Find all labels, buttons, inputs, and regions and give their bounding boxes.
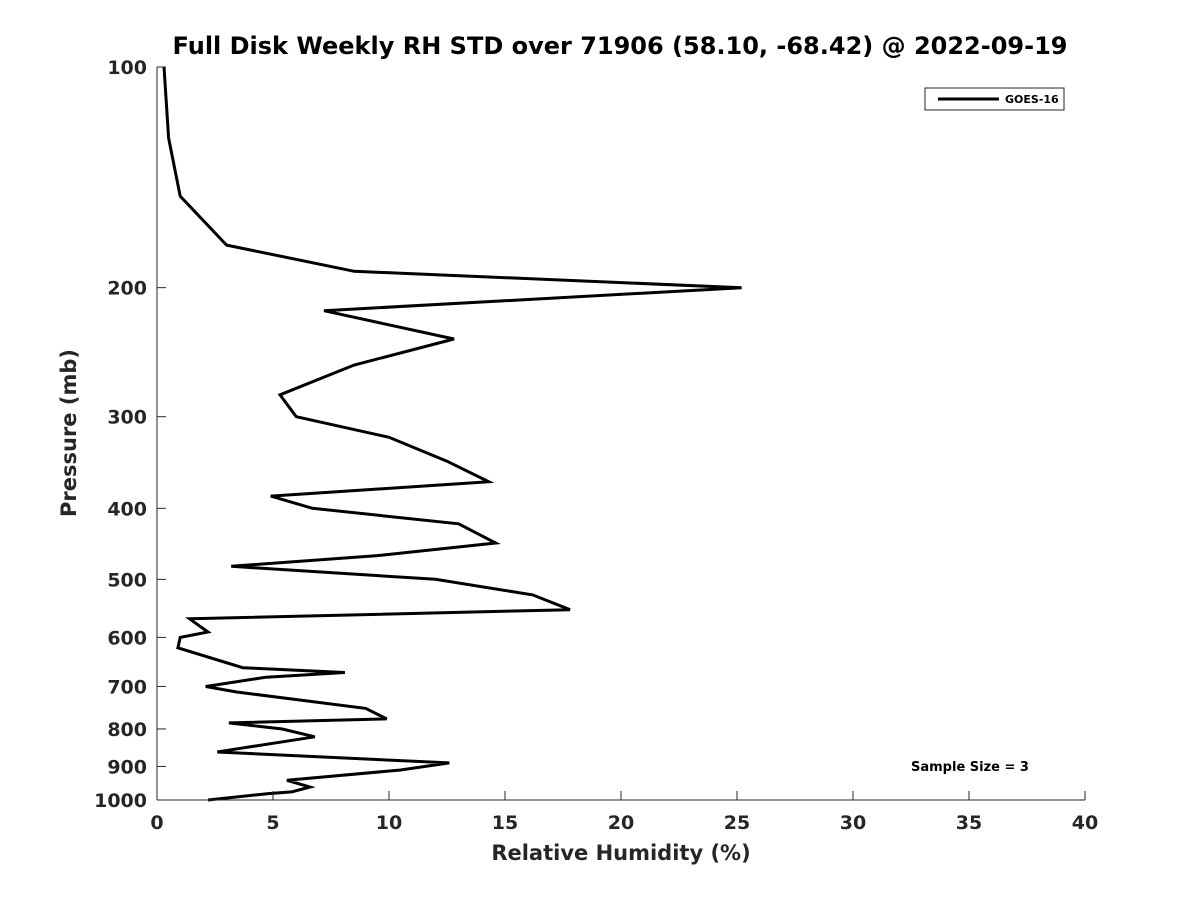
y-tick-label: 900 [107, 756, 147, 778]
legend: GOES-16 [924, 87, 1065, 111]
x-tick-label: 40 [1072, 812, 1098, 834]
y-tick-label: 500 [107, 569, 147, 591]
x-tick-label: 5 [266, 812, 279, 834]
plot-area [162, 66, 742, 802]
y-tick-label: 700 [107, 676, 147, 698]
x-ticks: 0 5 10 15 20 25 30 35 40 [150, 791, 1098, 834]
y-tick-label: 600 [107, 627, 147, 649]
x-tick-label: 15 [492, 812, 518, 834]
y-tick-label: 800 [107, 719, 147, 741]
x-tick-label: 30 [840, 812, 866, 834]
sample-size-annotation: Sample Size = 3 [911, 760, 1029, 775]
y-tick-label: 1000 [94, 790, 147, 812]
y-tick-label: 300 [107, 407, 147, 429]
x-tick-label: 0 [150, 812, 163, 834]
x-tick-label: 20 [608, 812, 634, 834]
x-tick-label: 25 [724, 812, 750, 834]
x-tick-label: 10 [376, 812, 402, 834]
y-tick-label: 400 [107, 498, 147, 520]
y-ticks: 100 200 300 400 500 600 700 800 900 1000 [94, 57, 166, 812]
y-tick-label: 100 [107, 57, 147, 79]
y-axis-label: Pressure (mb) [57, 349, 81, 517]
x-tick-label: 35 [956, 812, 982, 834]
x-axis-label: Relative Humidity (%) [491, 841, 750, 865]
goes-16-series-line [162, 66, 742, 802]
chart-title: Full Disk Weekly RH STD over 71906 (58.1… [173, 32, 1068, 60]
legend-label-goes-16: GOES-16 [1005, 93, 1059, 106]
y-tick-label: 200 [107, 278, 147, 300]
